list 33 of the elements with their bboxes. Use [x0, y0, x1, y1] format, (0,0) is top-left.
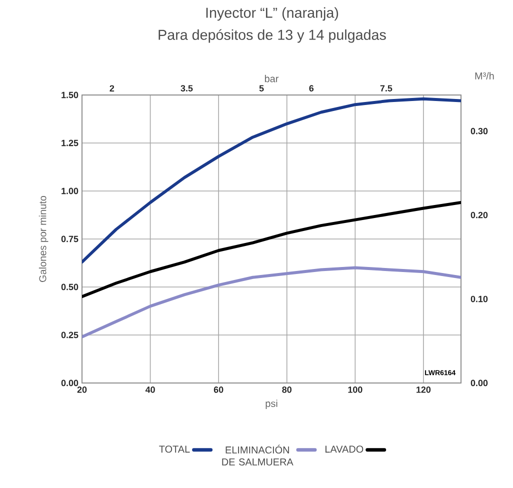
y2-axis-title: M³/h — [475, 72, 494, 80]
y-tick-label: 0.00 — [61, 380, 78, 386]
x-tick-label: 60 — [214, 386, 224, 393]
x-tick-label: 100 — [348, 386, 362, 393]
y-tick-label: 1.00 — [62, 188, 78, 194]
x-tick-label: 40 — [145, 386, 155, 393]
x2-tick-label: 5 — [259, 85, 264, 92]
x2-tick-label: 6 — [309, 85, 314, 92]
line-series — [82, 201, 462, 298]
x2-axis-title: bar — [264, 74, 279, 82]
x2-tick-label: 2 — [110, 85, 114, 92]
y-tick-label: 0.50 — [61, 284, 78, 290]
y2-tick-label: 0.20 — [470, 212, 488, 218]
x-axis-title: psi — [266, 400, 278, 409]
y2-tick-label: 0.10 — [470, 296, 488, 302]
x2-tick-label: 3.5 — [180, 85, 193, 92]
chart-subtitle: Para depósitos de 13 y 14 pulgadas — [158, 29, 386, 43]
x-tick-label: 80 — [282, 386, 292, 393]
y-tick-label: 0.75 — [61, 236, 78, 242]
x2-tick-label: 7.5 — [380, 85, 392, 92]
legend-label: ELIMINACIÓN DE SALMUERA — [222, 444, 294, 466]
x-tick-label: 120 — [416, 386, 431, 393]
line-series — [82, 97, 462, 264]
y2-tick-label: 0.00 — [470, 380, 488, 386]
y-axis-title: Galones por minuto — [38, 196, 48, 282]
legend-label: TOTAL — [159, 446, 190, 453]
y-tick-label: 1.25 — [62, 140, 78, 146]
y-tick-label: 0.25 — [61, 332, 78, 338]
x-tick-label: 20 — [77, 386, 87, 393]
chart-title: Inyector “L” (naranja) — [206, 7, 338, 21]
legend-label: LAVADO — [326, 446, 364, 453]
y2-tick-label: 0.30 — [470, 128, 488, 134]
y-tick-label: 1.50 — [62, 92, 78, 98]
